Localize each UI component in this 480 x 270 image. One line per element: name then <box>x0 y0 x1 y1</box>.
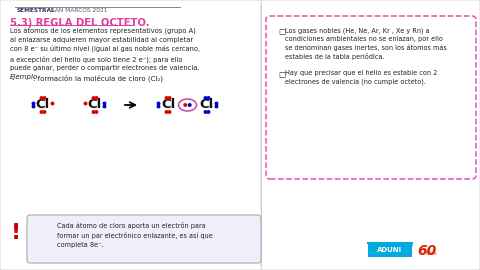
Text: : formación la molécula de cloro (Cl₂): : formación la molécula de cloro (Cl₂) <box>33 74 163 82</box>
Text: Los gases nobles (He, Ne, Ar, Kr , Xe y Rn) a
condiciones ambientales no se enla: Los gases nobles (He, Ne, Ar, Kr , Xe y … <box>285 27 447 60</box>
Circle shape <box>84 102 87 105</box>
Circle shape <box>92 97 95 99</box>
Circle shape <box>168 97 171 99</box>
FancyBboxPatch shape <box>261 0 480 270</box>
Text: Cl: Cl <box>88 99 102 112</box>
Circle shape <box>207 111 210 113</box>
Circle shape <box>165 111 168 113</box>
Circle shape <box>32 105 35 108</box>
Text: ãños: ãños <box>426 251 438 256</box>
Circle shape <box>157 102 160 105</box>
Text: Hay que precisar que el helio es estable con 2
electrones de valencia (no cumple: Hay que precisar que el helio es estable… <box>285 70 437 85</box>
Circle shape <box>168 111 171 113</box>
Circle shape <box>215 105 218 108</box>
FancyBboxPatch shape <box>27 215 261 263</box>
Text: Cl: Cl <box>36 99 50 112</box>
Circle shape <box>215 102 218 105</box>
Text: Cl: Cl <box>161 99 175 112</box>
Circle shape <box>189 104 191 106</box>
Circle shape <box>207 97 210 99</box>
Circle shape <box>40 97 43 99</box>
Text: □: □ <box>278 70 285 79</box>
Circle shape <box>95 97 98 99</box>
Text: Los átomos de los elementos representativos (grupo A)
al enlazarse adquieren may: Los átomos de los elementos representati… <box>10 28 200 71</box>
Text: Cada átomo de cloro aporta un electrón para
formar un par electrónico enlazante,: Cada átomo de cloro aporta un electrón p… <box>57 222 213 248</box>
Circle shape <box>32 102 35 105</box>
Text: 60: 60 <box>418 244 437 258</box>
Text: Ejemplo: Ejemplo <box>10 74 38 80</box>
FancyBboxPatch shape <box>0 0 262 270</box>
Circle shape <box>43 97 46 99</box>
Circle shape <box>103 105 106 108</box>
Circle shape <box>204 97 207 99</box>
Circle shape <box>43 111 46 113</box>
Circle shape <box>165 97 168 99</box>
Circle shape <box>103 102 106 105</box>
Circle shape <box>92 111 95 113</box>
FancyBboxPatch shape <box>368 244 412 257</box>
Circle shape <box>157 105 160 108</box>
Circle shape <box>40 111 43 113</box>
Text: !: ! <box>11 223 21 243</box>
Circle shape <box>51 102 54 105</box>
Circle shape <box>184 104 187 106</box>
Text: SEMESTRAL: SEMESTRAL <box>17 8 56 12</box>
Circle shape <box>204 111 207 113</box>
FancyBboxPatch shape <box>266 16 476 179</box>
Text: ADUNI: ADUNI <box>377 248 403 254</box>
Text: 5.3) REGLA DEL OCTETO.: 5.3) REGLA DEL OCTETO. <box>10 18 150 28</box>
Circle shape <box>95 111 98 113</box>
Text: SAN MARCOS 2021: SAN MARCOS 2021 <box>49 8 108 12</box>
Text: Cl: Cl <box>200 99 214 112</box>
Text: □: □ <box>278 27 285 36</box>
